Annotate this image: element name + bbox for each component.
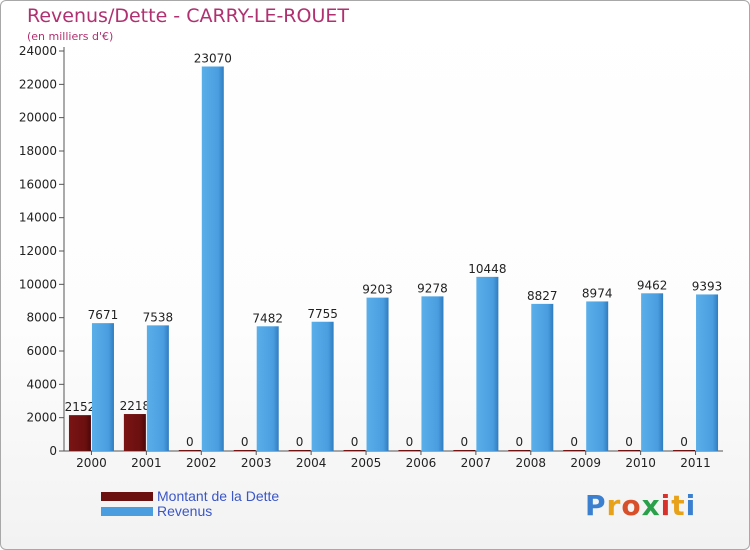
x-tick-label: 2006 (406, 456, 437, 470)
logo-letter: x (641, 489, 661, 522)
bar-revenue (311, 321, 334, 451)
bar-label-debt: 2152 (65, 400, 96, 414)
logo-letter: i (685, 489, 697, 522)
bar-label-revenue: 9278 (417, 281, 448, 295)
chart-title: Revenus/Dette - CARRY-LE-ROUET (27, 5, 349, 27)
bar-revenue (531, 303, 554, 451)
bar-revenue (641, 293, 664, 451)
logo-letter: t (671, 489, 686, 522)
bar-label-revenue: 7755 (307, 307, 338, 321)
x-tick-label: 2009 (570, 456, 601, 470)
y-tick-label: 10000 (19, 277, 57, 291)
legend-item-debt: Montant de la Dette (101, 488, 279, 504)
bar-debt (68, 415, 91, 451)
logo-letter: P (585, 489, 607, 522)
bar-revenue (201, 66, 224, 451)
y-tick-label: 22000 (19, 77, 57, 91)
x-tick-label: 2011 (680, 456, 711, 470)
x-tick-label: 2003 (241, 456, 272, 470)
bar-revenue (146, 325, 169, 451)
x-tick-label: 2008 (516, 456, 547, 470)
bar-revenue (256, 326, 279, 451)
bar-label-debt: 0 (241, 435, 249, 449)
bar-revenue (366, 297, 389, 451)
bar-label-revenue: 7482 (252, 311, 283, 325)
bar-revenue (476, 276, 499, 451)
bar-label-debt: 0 (515, 435, 523, 449)
y-tick-label: 18000 (19, 144, 57, 158)
y-tick-label: 2000 (26, 411, 57, 425)
y-tick-label: 8000 (26, 311, 57, 325)
bar-label-debt: 0 (186, 435, 194, 449)
bar-revenue (91, 323, 114, 451)
y-tick-label: 20000 (19, 111, 57, 125)
bar-label-debt: 0 (570, 435, 578, 449)
bar-label-revenue: 9393 (692, 279, 723, 293)
legend-label-revenue: Revenus (157, 503, 213, 519)
logo-letter: r (606, 489, 622, 522)
legend-item-revenue: Revenus (101, 503, 212, 519)
y-tick-label: 12000 (19, 244, 57, 258)
bar-debt (288, 450, 311, 451)
bar-debt (673, 450, 696, 451)
bar-revenue (586, 301, 609, 451)
bar-label-revenue: 7538 (143, 310, 174, 324)
y-tick-label: 16000 (19, 177, 57, 191)
proxiti-logo: Proxiti (585, 489, 696, 522)
x-tick-label: 2002 (186, 456, 217, 470)
x-tick-label: 2001 (131, 456, 162, 470)
x-tick-label: 2010 (625, 456, 656, 470)
bar-debt (563, 450, 586, 451)
legend-swatch-debt (101, 491, 153, 501)
bar-debt (618, 450, 641, 451)
legend-label-debt: Montant de la Dette (157, 488, 280, 504)
bar-debt (123, 414, 146, 451)
x-tick-label: 2000 (76, 456, 107, 470)
bar-debt (508, 450, 531, 451)
bar-label-revenue: 8827 (527, 289, 558, 303)
bar-debt (453, 450, 476, 451)
y-tick-label: 4000 (26, 377, 57, 391)
legend-swatch-revenue (101, 506, 153, 516)
logo-letter: o (621, 489, 642, 522)
y-tick-label: 24000 (19, 44, 57, 58)
bar-label-revenue: 8974 (582, 286, 613, 300)
bar-label-debt: 0 (461, 435, 469, 449)
bar-label-debt: 0 (351, 435, 359, 449)
bar-debt (233, 450, 256, 451)
x-tick-label: 2007 (461, 456, 492, 470)
bar-label-debt: 0 (406, 435, 414, 449)
bar-label-revenue: 23070 (194, 52, 232, 66)
bar-label-debt: 0 (625, 435, 633, 449)
y-tick-label: 14000 (19, 211, 57, 225)
bar-label-debt: 0 (680, 435, 688, 449)
bar-debt (178, 450, 201, 451)
chart-subtitle: (en milliers d'€) (27, 30, 114, 43)
bar-label-revenue: 9462 (637, 278, 668, 292)
bar-label-revenue: 10448 (468, 262, 506, 276)
y-tick-label: 0 (49, 444, 57, 458)
logo-letter: i (660, 489, 672, 522)
y-tick-label: 6000 (26, 344, 57, 358)
bar-label-debt: 2218 (120, 399, 151, 413)
x-tick-label: 2004 (296, 456, 327, 470)
x-tick-label: 2005 (351, 456, 382, 470)
bar-revenue (421, 296, 444, 451)
bar-label-revenue: 9203 (362, 283, 393, 297)
bar-revenue (696, 294, 719, 451)
bar-debt (398, 450, 421, 451)
bar-label-debt: 0 (296, 435, 304, 449)
bar-debt (343, 450, 366, 451)
bar-label-revenue: 7671 (88, 308, 119, 322)
